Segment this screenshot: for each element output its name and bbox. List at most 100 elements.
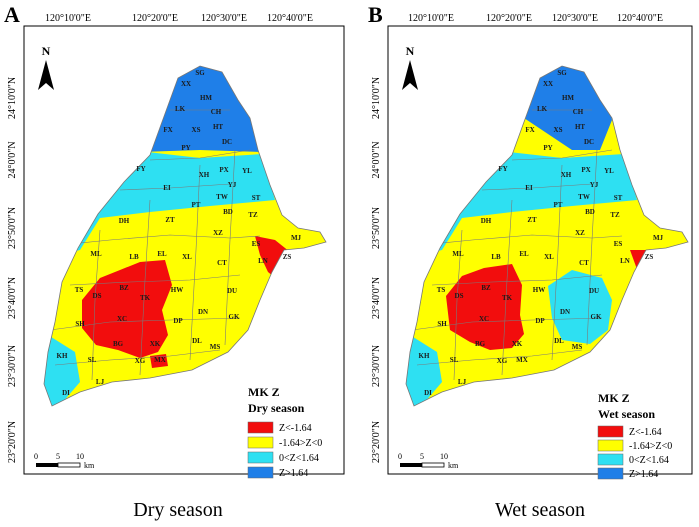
panel-caption: Wet season [495,499,585,521]
district-label: XG [497,357,508,365]
district-label: YL [604,167,614,175]
map-legend: MK Z Wet season Z<-1.64 -1.64>Z<0 0<Z<1.… [597,391,672,480]
legend-swatch [597,425,624,438]
district-label: XC [479,315,489,323]
district-label: BZ [119,284,129,292]
district-label: EL [519,250,529,258]
lon-tick-label: 120°30'0"E [552,13,598,24]
district-label: XL [182,253,192,261]
legend-swatch [597,453,624,466]
district-label: ZT [527,216,537,224]
zone-very-neg [82,260,172,358]
legend-label: -1.64>Z<0 [279,438,322,449]
lon-tick-label: 120°20'0"E [132,13,178,24]
north-arrow: N [402,44,418,90]
district-label: PY [181,144,190,152]
district-label: HT [213,123,223,131]
district-label: CH [211,108,222,116]
district-label: BD [223,208,233,216]
district-label: XX [181,80,191,88]
scale-segment [400,463,422,467]
lat-tick-label: 23°20'0"N [371,421,382,463]
panel-letter: B [368,2,383,27]
legend-item: Z>1.64 [247,466,308,479]
district-label: BZ [481,284,491,292]
district-label: LN [620,257,630,265]
district-label: DI [424,389,432,397]
district-label: ZS [645,253,654,261]
district-label: TK [140,294,151,302]
lat-tick-label: 23°20'0"N [7,421,18,463]
lat-tick-label: 23°50'0"N [371,207,382,249]
district-label: GK [591,313,602,321]
panel-wet-season: B 120°10'0"E 120°20'0"E 120°30'0"E 120°4… [368,2,693,521]
legend-label: Z<-1.64 [279,423,312,434]
district-label: HM [562,94,574,102]
district-label: YL [242,167,252,175]
lat-tick-label: 23°30'0"N [371,345,382,387]
district-label: DL [554,337,564,345]
scale-segment [57,462,81,468]
district-label: XG [135,357,146,365]
legend-item: -1.64>Z<0 [247,436,322,449]
district-label: XH [199,171,210,179]
district-label: LJ [96,378,105,386]
district-label: TZ [248,211,258,219]
district-label: XK [150,340,161,348]
scale-bar: 0 5 10 km [398,452,459,470]
district-label: MX [516,356,528,364]
scale-tick-label: 5 [56,452,60,461]
lon-tick-label: 120°10'0"E [408,13,454,24]
lon-tick-label: 120°30'0"E [201,13,247,24]
lon-tick-label: 120°40'0"E [617,13,663,24]
district-label: FY [498,165,507,173]
district-label: DH [119,217,130,225]
district-label: MJ [291,234,302,242]
north-arrow-icon [402,60,418,90]
district-label: ES [614,240,623,248]
district-label: DU [227,287,237,295]
legend-item: Z<-1.64 [597,425,662,438]
legend-label: -1.64>Z<0 [629,441,672,452]
district-label: LN [258,257,268,265]
lat-tick-label: 23°30'0"N [7,345,18,387]
district-label: DN [560,308,570,316]
district-label: ZT [165,216,175,224]
district-label: XZ [213,229,223,237]
district-label: ST [614,194,623,202]
district-label: XS [192,126,201,134]
legend-item: Z<-1.64 [247,421,312,434]
lat-tick-label: 23°40'0"N [7,277,18,319]
district-label: SH [437,320,447,328]
district-labels: SG XX HM LK CH FX XS HT DC PY FY PX YL E… [419,69,664,397]
legend-subtitle: Dry season [248,401,305,415]
district-label: TK [502,294,513,302]
district-label: CH [573,108,584,116]
legend-label: Z>1.64 [279,468,308,479]
district-label: ML [90,250,102,258]
district-label: TZ [610,211,620,219]
district-labels: SG XX HM LK CH FX XS HT DC PY FY PX YL E… [57,69,302,397]
district-label: KH [57,352,68,360]
legend-swatch [597,467,624,480]
lon-tick-labels: 120°10'0"E 120°20'0"E 120°30'0"E 120°40'… [45,13,313,24]
district-label: EI [163,184,171,192]
district-label: GK [229,313,240,321]
panel-dry-season: A 120°10'0"E 120°20'0"E 120°30'0"E 120°4… [4,2,345,521]
district-label: PX [219,166,228,174]
district-label: SL [88,356,97,364]
legend-item: 0<Z<1.64 [597,453,669,466]
district-label: BD [585,208,595,216]
lat-tick-label: 23°40'0"N [371,277,382,319]
district-label: LK [175,105,186,113]
scale-bar: 0 5 10 km [34,452,95,470]
district-label: SL [450,356,459,364]
district-label: YJ [590,181,599,189]
scale-segment [421,462,445,468]
district-label: HT [575,123,585,131]
north-label: N [406,44,415,58]
legend-item: Z>1.64 [597,467,658,480]
district-label: XL [544,253,554,261]
district-label: DL [192,337,202,345]
